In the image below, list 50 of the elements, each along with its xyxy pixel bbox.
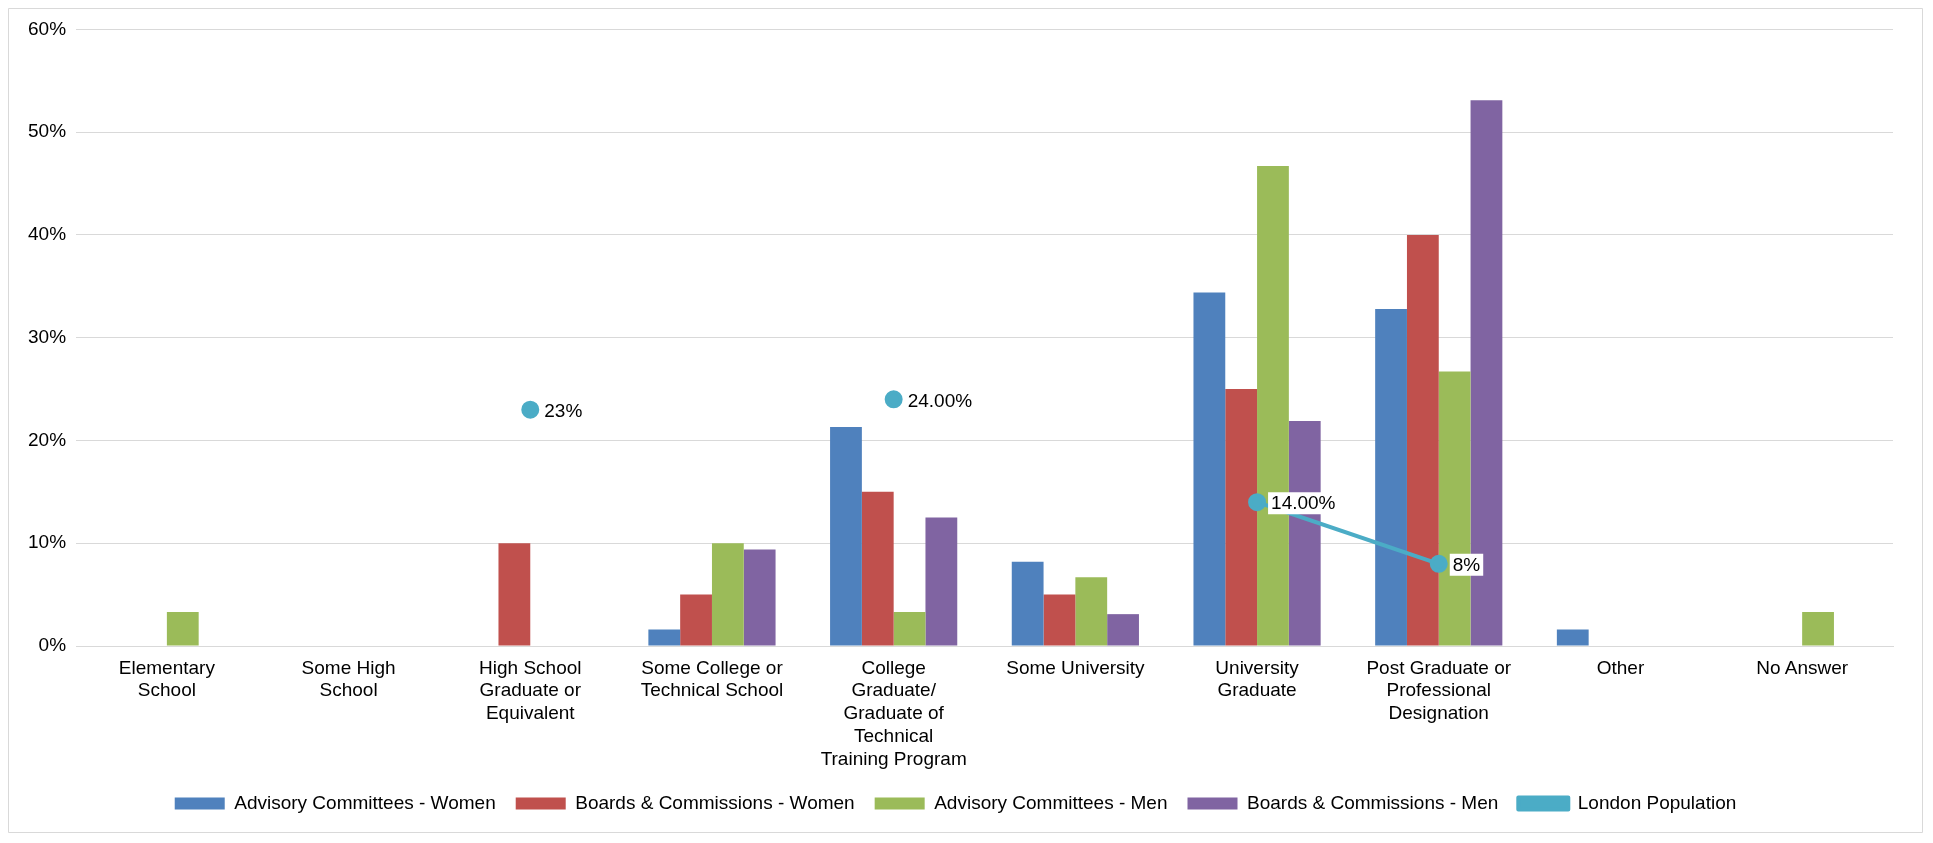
y-tick-label: 40%	[28, 223, 67, 245]
data-label: 14.00%	[1271, 492, 1336, 514]
y-tick-label: 0%	[38, 634, 67, 656]
legend-label: Advisory Committees - Women	[234, 791, 496, 813]
bar	[1225, 389, 1258, 646]
x-tick-label: Elementary School	[118, 656, 216, 701]
x-tick-label: Post Graduate or Professional Designation	[1366, 656, 1512, 724]
bar	[1011, 561, 1044, 646]
bar	[1406, 234, 1439, 646]
y-tick-label: 60%	[28, 17, 67, 39]
x-tick-label: No Answer	[1756, 656, 1849, 678]
bar	[743, 549, 776, 646]
bar	[680, 594, 712, 646]
data-label: 24.00%	[907, 389, 973, 411]
legend-label: Boards & Commissions - Women	[575, 791, 855, 813]
bar	[830, 427, 862, 646]
y-tick-label: 30%	[28, 325, 67, 347]
bar	[1075, 577, 1108, 646]
legend-label: Advisory Committees - Men	[934, 791, 1168, 813]
bar	[711, 543, 744, 646]
bar	[1107, 614, 1139, 646]
x-tick-label: University Graduate	[1215, 656, 1300, 701]
data-label: 8%	[1452, 554, 1481, 576]
bar	[498, 543, 531, 646]
bar	[861, 491, 894, 646]
bar	[648, 629, 681, 646]
legend-label: Boards & Commissions - Men	[1247, 791, 1499, 813]
bar	[1193, 292, 1226, 646]
x-tick-label: College Graduate/ Graduate of Technical Training Program	[820, 656, 967, 769]
data-label: 23%	[544, 399, 583, 421]
point	[1248, 493, 1267, 512]
legend-label: London Population	[1577, 791, 1737, 813]
x-tick-label: Some University	[1006, 656, 1146, 678]
bar	[1556, 629, 1589, 646]
x-tick-label: Other	[1596, 656, 1645, 678]
point	[884, 390, 903, 409]
bar	[1802, 612, 1834, 646]
bar	[1043, 594, 1076, 646]
x-tick-label: Some High School	[301, 656, 396, 701]
bar	[166, 612, 199, 646]
point	[521, 400, 540, 419]
y-tick-label: 10%	[28, 531, 67, 553]
bar	[893, 612, 926, 646]
point	[1429, 554, 1448, 573]
y-tick-label: 20%	[28, 428, 67, 450]
y-tick-label: 50%	[28, 120, 67, 142]
bar	[925, 517, 958, 646]
bar	[1375, 308, 1407, 646]
x-tick-label: High School Graduate or Equivalent	[479, 656, 582, 724]
x-tick-label: Some College or Technical School	[640, 656, 784, 701]
